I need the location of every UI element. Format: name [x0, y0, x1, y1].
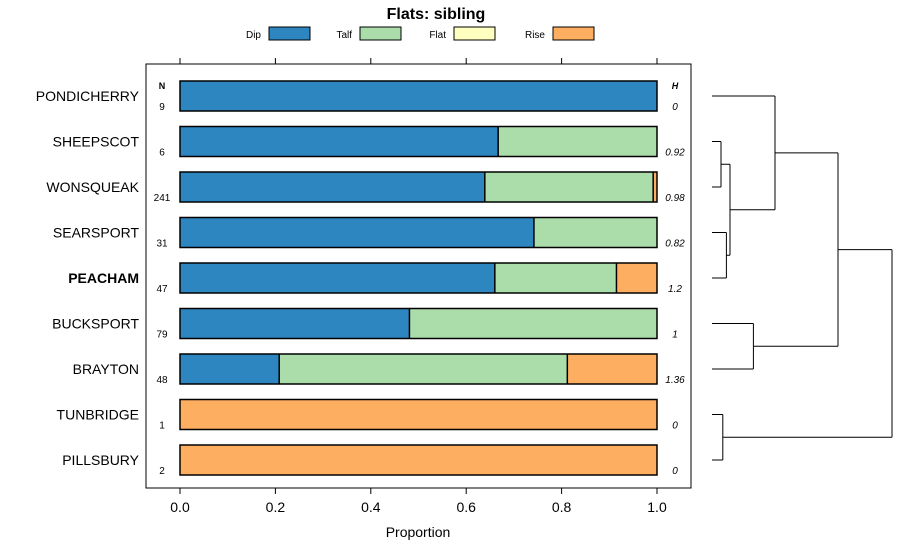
row-label-tunbridge: TUNBRIDGE	[57, 407, 139, 423]
h-value-sheepscot: 0.92	[665, 148, 685, 159]
x-tick-label-2: 0.4	[361, 499, 381, 515]
legend-label-dip: Dip	[246, 30, 261, 41]
bar-pillsbury-rise	[180, 445, 657, 475]
row-label-sheepscot: SHEEPSCOT	[53, 134, 140, 150]
bar-wonsqueak-dip	[180, 172, 485, 202]
bar-searsport-talf	[533, 217, 657, 248]
row-label-pondicherry: PONDICHERRY	[36, 88, 140, 104]
n-value-bucksport: 79	[156, 330, 168, 341]
bar-pondicherry-dip	[180, 81, 657, 111]
bar-brayton-talf	[279, 354, 568, 384]
bar-outline-brayton	[179, 353, 658, 385]
row-label-searsport: SEARSPORT	[53, 225, 140, 241]
x-tick-label-3: 0.6	[456, 499, 476, 515]
legend-swatch-dip	[268, 26, 311, 41]
bar-outline-sheepscot	[179, 125, 658, 158]
h-value-searsport: 0.82	[665, 239, 685, 250]
x-axis: 0.0 0.2 0.4 0.6 0.8 1.0	[170, 58, 667, 515]
bar-tunbridge-rise	[180, 399, 657, 430]
legend-label-rise: Rise	[525, 30, 545, 41]
bar-outline-bucksport	[179, 307, 658, 340]
x-tick-label-4: 0.8	[552, 499, 572, 515]
n-value-brayton: 48	[156, 375, 168, 386]
h-value-pillsbury: 0	[672, 466, 678, 477]
row-label-brayton: BRAYTON	[73, 361, 139, 377]
n-value-sheepscot: 6	[159, 148, 165, 159]
n-value-wonsqueak: 241	[154, 193, 171, 204]
bar-peacham-talf	[494, 263, 617, 293]
row-label-pillsbury: PILLSBURY	[62, 452, 139, 468]
h-value-pondicherry: 0	[672, 102, 678, 113]
x-axis-title: Proportion	[386, 524, 451, 540]
x-tick-label-5: 1.0	[647, 499, 667, 515]
legend-label-flat: Flat	[429, 30, 446, 41]
h-value-brayton: 1.36	[665, 375, 685, 386]
n-value-peacham: 47	[156, 284, 168, 295]
x-tick-label-1: 0.2	[266, 499, 286, 515]
bar-peacham-dip	[180, 263, 495, 293]
chart-title: Flats: sibling	[387, 6, 486, 23]
bar-wonsqueak-rise	[653, 172, 657, 202]
n-value-pillsbury: 2	[159, 466, 165, 477]
bar-peacham-rise	[616, 263, 657, 293]
n-value-tunbridge: 1	[159, 421, 165, 432]
legend-swatch-talf	[359, 26, 402, 41]
bar-sheepscot-dip	[180, 126, 499, 157]
bar-outline-searsport	[179, 216, 658, 249]
legend-label-talf: Talf	[336, 30, 352, 41]
legend: Dip Talf Flat Rise	[246, 26, 595, 41]
n-value-pondicherry: 9	[159, 102, 165, 113]
h-value-wonsqueak: 0.98	[665, 193, 685, 204]
n-column-header: N	[159, 81, 166, 91]
bar-outline-pondicherry	[179, 80, 658, 112]
bars-group: PONDICHERRY 9 0 SHEEPSCOT 6 0.92 WONSQUEAK 241 0…	[36, 80, 685, 477]
bar-brayton-rise	[567, 354, 657, 384]
row-label-wonsqueak: WONSQUEAK	[46, 179, 139, 195]
bar-brayton-dip	[180, 354, 280, 384]
bar-searsport-dip	[180, 217, 534, 248]
bar-outline-tunbridge	[179, 398, 658, 431]
legend-swatch-rise	[552, 26, 595, 41]
row-label-bucksport: BUCKSPORT	[52, 316, 139, 332]
n-value-searsport: 31	[156, 239, 168, 250]
bar-wonsqueak-talf	[484, 172, 654, 202]
h-value-peacham: 1.2	[668, 284, 682, 295]
h-column-header: H	[672, 81, 679, 91]
dendrogram	[712, 95, 893, 461]
bar-sheepscot-talf	[498, 126, 657, 157]
bar-outline-wonsqueak	[179, 171, 658, 203]
h-value-bucksport: 1	[672, 330, 678, 341]
plot-frame	[145, 63, 692, 489]
h-value-tunbridge: 0	[672, 421, 678, 432]
bar-outline-peacham	[179, 262, 658, 294]
bar-outline-pillsbury	[179, 444, 658, 476]
row-label-peacham: PEACHAM	[68, 270, 139, 286]
legend-swatch-flat	[453, 26, 496, 41]
bar-bucksport-talf	[409, 308, 657, 339]
x-tick-label-0: 0.0	[170, 499, 190, 515]
bar-bucksport-dip	[180, 308, 410, 339]
